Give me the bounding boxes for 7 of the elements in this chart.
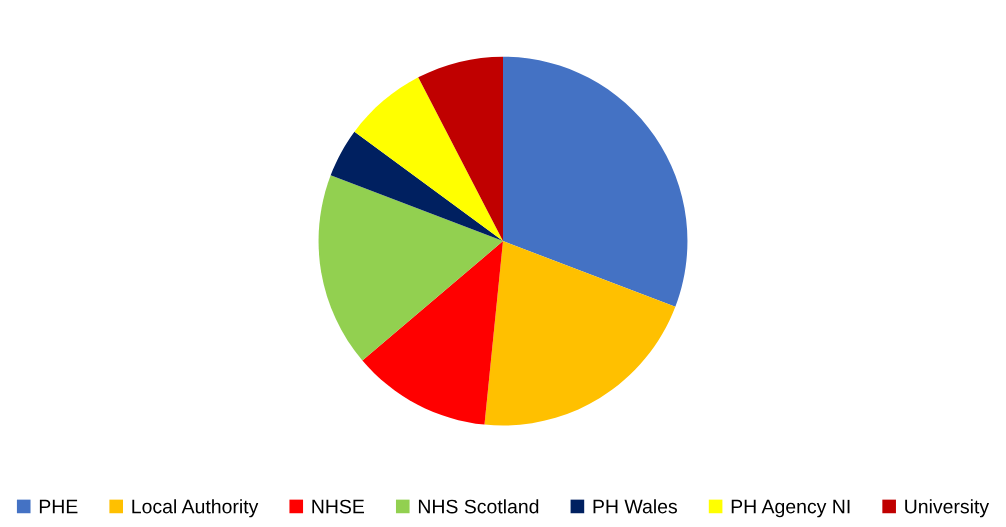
legend-label: University xyxy=(905,499,990,518)
legend-label: NHS Scotland xyxy=(418,499,539,514)
legend-label: PHE xyxy=(39,499,78,514)
legend-label: PH Agency NI xyxy=(731,499,850,518)
legend-label: PH Wales xyxy=(593,499,677,514)
legend-label: NHSE xyxy=(312,499,365,514)
legend-label: Local Authority xyxy=(132,499,259,518)
